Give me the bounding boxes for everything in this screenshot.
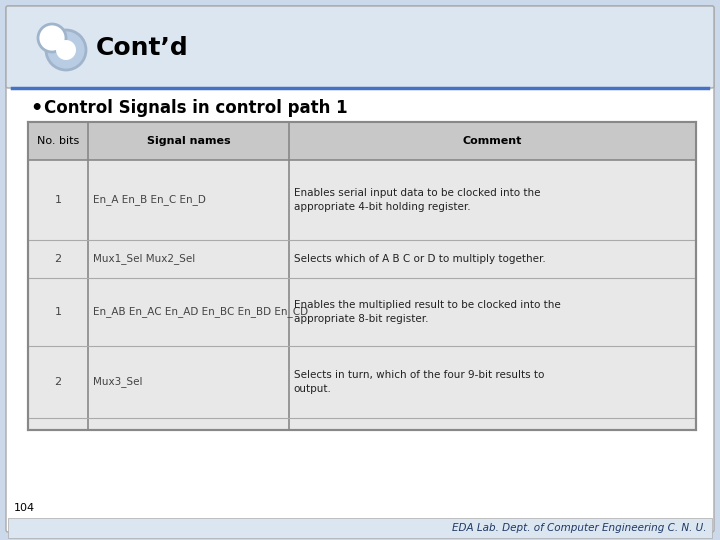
Circle shape — [38, 24, 66, 52]
Text: Enables the multiplied result to be clocked into the: Enables the multiplied result to be cloc… — [294, 300, 560, 310]
Text: 1: 1 — [55, 195, 62, 205]
Text: 104: 104 — [14, 503, 35, 513]
Text: EDA Lab. Dept. of Computer Engineering C. N. U.: EDA Lab. Dept. of Computer Engineering C… — [451, 523, 706, 533]
FancyBboxPatch shape — [6, 6, 714, 88]
Text: 2: 2 — [55, 254, 62, 264]
Text: En_AB En_AC En_AD En_BC En_BD En_CD: En_AB En_AC En_AD En_BC En_BD En_CD — [93, 307, 308, 318]
Text: Control Signals in control path 1: Control Signals in control path 1 — [44, 99, 348, 117]
Text: output.: output. — [294, 384, 331, 394]
Text: Comment: Comment — [462, 136, 522, 146]
Text: En_A En_B En_C En_D: En_A En_B En_C En_D — [93, 194, 206, 205]
Text: 2: 2 — [55, 377, 62, 387]
Circle shape — [56, 40, 76, 60]
Text: 1: 1 — [55, 307, 62, 317]
Text: No. bits: No. bits — [37, 136, 79, 146]
Text: Selects which of A B C or D to multiply together.: Selects which of A B C or D to multiply … — [294, 254, 545, 264]
Text: •: • — [30, 98, 42, 118]
FancyBboxPatch shape — [28, 122, 696, 430]
FancyBboxPatch shape — [8, 518, 712, 538]
FancyBboxPatch shape — [6, 6, 714, 532]
Circle shape — [46, 30, 86, 70]
Text: Enables serial input data to be clocked into the: Enables serial input data to be clocked … — [294, 188, 540, 198]
Text: Mux1_Sel Mux2_Sel: Mux1_Sel Mux2_Sel — [93, 254, 195, 265]
Text: appropriate 8-bit register.: appropriate 8-bit register. — [294, 314, 428, 324]
Text: Selects in turn, which of the four 9-bit results to: Selects in turn, which of the four 9-bit… — [294, 370, 544, 380]
Text: Mux3_Sel: Mux3_Sel — [93, 376, 143, 388]
Text: Signal names: Signal names — [146, 136, 230, 146]
FancyBboxPatch shape — [28, 122, 696, 160]
Text: appropriate 4-bit holding register.: appropriate 4-bit holding register. — [294, 202, 470, 212]
Text: Cont’d: Cont’d — [96, 36, 189, 60]
